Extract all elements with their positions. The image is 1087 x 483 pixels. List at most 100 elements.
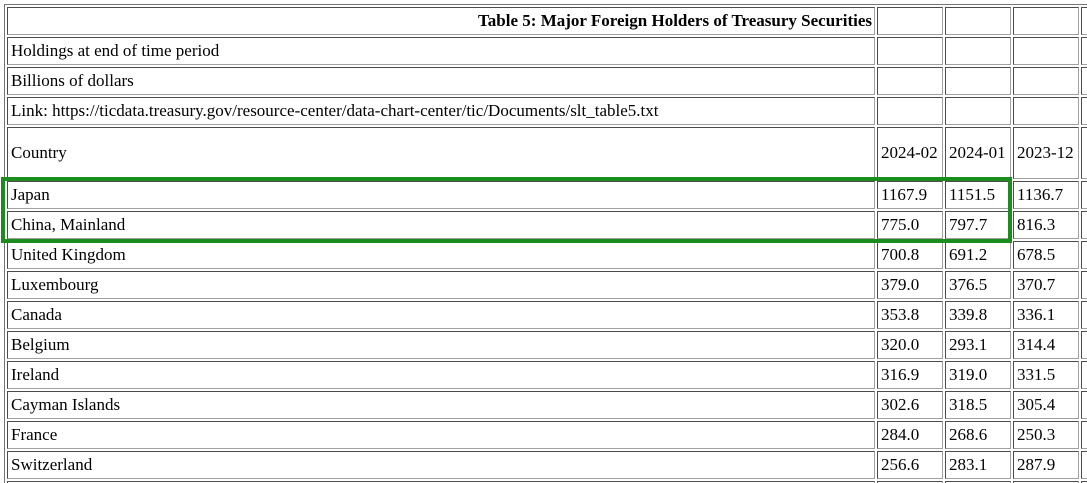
country-cell: Japan (7, 181, 875, 209)
value-cell: 331.5 (1013, 361, 1079, 389)
title-row: Table 5: Major Foreign Holders of Treasu… (7, 7, 1087, 35)
table-row: China, Mainland 775.0 797.7 816.3 (7, 211, 1087, 239)
table-row: Belgium 320.0 293.1 314.4 (7, 331, 1087, 359)
empty-cell-clipped (1081, 97, 1087, 125)
empty-cell (877, 37, 943, 65)
value-cell: 1136.7 (1013, 181, 1079, 209)
value-cell: 256.6 (877, 451, 943, 479)
empty-cell-clipped (1081, 451, 1087, 479)
clipped-row (7, 481, 1087, 483)
source-link-text: Link: https://ticdata.treasury.gov/resou… (7, 97, 875, 125)
table-row: France 284.0 268.6 250.3 (7, 421, 1087, 449)
value-cell: 370.7 (1013, 271, 1079, 299)
empty-cell-clipped (1081, 331, 1087, 359)
table-row: Luxembourg 379.0 376.5 370.7 (7, 271, 1087, 299)
meta-row-units: Billions of dollars (7, 67, 1087, 95)
country-cell: Switzerland (7, 451, 875, 479)
country-cell: Cayman Islands (7, 391, 875, 419)
empty-cell-clipped (1081, 37, 1087, 65)
value-cell: 691.2 (945, 241, 1011, 269)
column-header-2023-12: 2023-12 (1013, 127, 1079, 179)
value-cell: 250.3 (1013, 421, 1079, 449)
empty-cell-clipped (1081, 301, 1087, 329)
empty-cell (1013, 7, 1079, 35)
country-cell: United Kingdom (7, 241, 875, 269)
empty-cell (945, 481, 1011, 483)
value-cell: 268.6 (945, 421, 1011, 449)
empty-cell (945, 7, 1011, 35)
empty-cell (1013, 67, 1079, 95)
value-cell: 302.6 (877, 391, 943, 419)
column-header-2024-02: 2024-02 (877, 127, 943, 179)
empty-cell (877, 67, 943, 95)
value-cell: 287.9 (1013, 451, 1079, 479)
table-row: Canada 353.8 339.8 336.1 (7, 301, 1087, 329)
value-cell: 700.8 (877, 241, 943, 269)
empty-cell (877, 97, 943, 125)
value-cell: 314.4 (1013, 331, 1079, 359)
value-cell: 319.0 (945, 361, 1011, 389)
empty-cell-clipped (1081, 361, 1087, 389)
empty-cell-clipped (1081, 181, 1087, 209)
value-cell: 318.5 (945, 391, 1011, 419)
empty-cell (945, 37, 1011, 65)
country-cell: Belgium (7, 331, 875, 359)
empty-cell-clipped (1081, 211, 1087, 239)
empty-cell (1013, 97, 1079, 125)
value-cell: 283.1 (945, 451, 1011, 479)
table-row: Switzerland 256.6 283.1 287.9 (7, 451, 1087, 479)
value-cell: 1167.9 (877, 181, 943, 209)
empty-cell-clipped (1081, 67, 1087, 95)
empty-cell (7, 481, 875, 483)
empty-cell-clipped (1081, 271, 1087, 299)
empty-cell (1013, 37, 1079, 65)
value-cell: 379.0 (877, 271, 943, 299)
table-top-section: Table 5: Major Foreign Holders of Treasu… (7, 7, 1087, 179)
meta-row-holdings: Holdings at end of time period (7, 37, 1087, 65)
value-cell: 1151.5 (945, 181, 1011, 209)
table-row: United Kingdom 700.8 691.2 678.5 (7, 241, 1087, 269)
meta-text: Billions of dollars (7, 67, 875, 95)
meta-row-link: Link: https://ticdata.treasury.gov/resou… (7, 97, 1087, 125)
treasury-holders-table: Table 5: Major Foreign Holders of Treasu… (4, 4, 1087, 483)
country-cell: China, Mainland (7, 211, 875, 239)
table-row: Ireland 316.9 319.0 331.5 (7, 361, 1087, 389)
table-clipped-section (7, 481, 1087, 483)
empty-cell-clipped (1081, 241, 1087, 269)
country-cell: Ireland (7, 361, 875, 389)
value-cell: 293.1 (945, 331, 1011, 359)
value-cell: 678.5 (1013, 241, 1079, 269)
table-body-section: Japan 1167.9 1151.5 1136.7 China, Mainland 77… (7, 181, 1087, 479)
empty-cell (877, 7, 943, 35)
value-cell: 305.4 (1013, 391, 1079, 419)
empty-cell-clipped (1081, 421, 1087, 449)
column-header-2024-01: 2024-01 (945, 127, 1011, 179)
empty-cell-clipped (1081, 481, 1087, 483)
empty-cell (1013, 481, 1079, 483)
empty-cell-clipped (1081, 7, 1087, 35)
value-cell: 376.5 (945, 271, 1011, 299)
table-title: Table 5: Major Foreign Holders of Treasu… (7, 7, 875, 35)
value-cell: 284.0 (877, 421, 943, 449)
value-cell: 816.3 (1013, 211, 1079, 239)
value-cell: 336.1 (1013, 301, 1079, 329)
value-cell: 339.8 (945, 301, 1011, 329)
value-cell: 320.0 (877, 331, 943, 359)
header-row: Country 2024-02 2024-01 2023-12 (7, 127, 1087, 179)
country-cell: France (7, 421, 875, 449)
column-header-country: Country (7, 127, 875, 179)
value-cell: 797.7 (945, 211, 1011, 239)
column-header-clipped (1081, 127, 1087, 179)
empty-cell (945, 97, 1011, 125)
empty-cell (877, 481, 943, 483)
value-cell: 353.8 (877, 301, 943, 329)
empty-cell-clipped (1081, 391, 1087, 419)
country-cell: Luxembourg (7, 271, 875, 299)
table-row: Cayman Islands 302.6 318.5 305.4 (7, 391, 1087, 419)
country-cell: Canada (7, 301, 875, 329)
table-row: Japan 1167.9 1151.5 1136.7 (7, 181, 1087, 209)
value-cell: 316.9 (877, 361, 943, 389)
empty-cell (945, 67, 1011, 95)
value-cell: 775.0 (877, 211, 943, 239)
